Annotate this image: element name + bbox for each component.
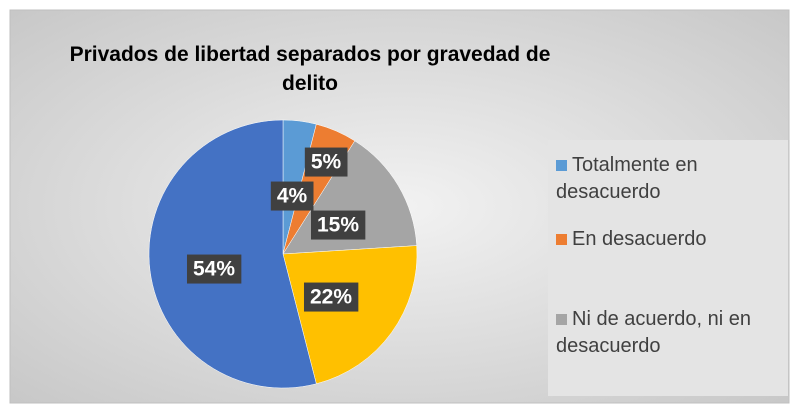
legend-item: Ni de acuerdo, ni en desacuerdo (556, 306, 786, 360)
legend: Totalmente en desacuerdo En desacuerdo Ni … (548, 140, 788, 396)
pie-slice (282, 245, 418, 385)
data-labels: 4%5% 15% 22% 54% (186, 147, 366, 312)
data-label-box (310, 210, 366, 240)
legend-label: Ni de acuerdo, ni en desacuerdo (556, 308, 752, 357)
legend-item: En desacuerdo (556, 226, 786, 253)
pie (148, 119, 418, 389)
legend-label: En desacuerdo (572, 228, 707, 250)
data-label: 54% (193, 258, 235, 281)
legend-swatch (556, 160, 567, 171)
data-label-box (186, 254, 242, 284)
legend-item: Totalmente en desacuerdo (556, 152, 786, 206)
data-label: 22% (310, 286, 352, 309)
data-label: 4% (277, 185, 308, 208)
legend-swatch (556, 234, 567, 245)
data-label-box (303, 282, 359, 312)
data-label-box (270, 181, 314, 211)
data-label: 5% (311, 151, 342, 174)
legend-swatch (556, 314, 567, 325)
legend-label: Totalmente en desacuerdo (556, 154, 698, 203)
legend-background (548, 140, 788, 396)
chart-title: Privados de libertad separados por grave… (69, 43, 551, 95)
data-label-box (304, 147, 348, 177)
data-label: 15% (317, 214, 359, 237)
